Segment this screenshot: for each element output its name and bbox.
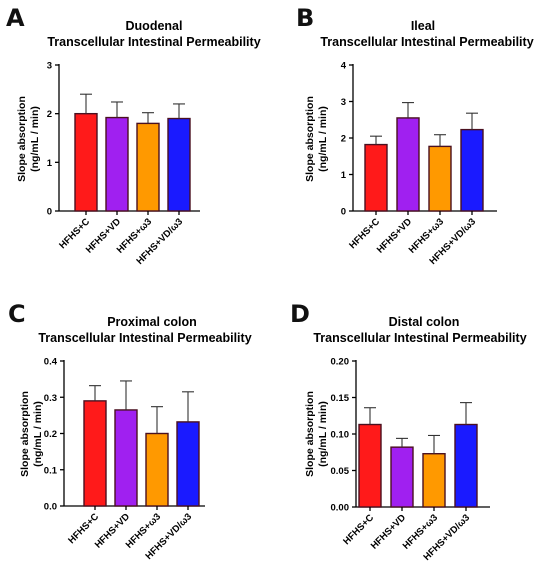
y-tick-label: 0.1 <box>44 465 58 476</box>
panel-letter-d: D <box>290 300 310 328</box>
panel-letter-a: A <box>6 4 25 32</box>
y-tick-label: 0.10 <box>331 430 350 441</box>
y-tick-label: 2 <box>47 109 52 120</box>
y-tick-label: 0.00 <box>331 503 350 514</box>
panel-b-y-axis-label: Slope absorption(ng/mL / min) <box>304 96 329 182</box>
panel-d-title-line-2: Transcellular Intestinal Permeability <box>313 331 526 345</box>
y-tick-label: 0.3 <box>44 393 57 404</box>
y-tick-label: 1 <box>47 158 53 169</box>
y-axis-label-line: (ng/mL / min) <box>317 401 329 467</box>
bar <box>114 409 138 507</box>
panel-b-title-line-2: Transcellular Intestinal Permeability <box>320 35 533 49</box>
bar <box>105 116 129 212</box>
y-tick-label: 2 <box>341 134 346 145</box>
y-axis-label-line: (ng/mL / min) <box>29 106 41 172</box>
bar <box>396 117 420 212</box>
panel-letter-c: C <box>8 300 26 328</box>
bar <box>390 446 414 508</box>
panel-a: A Duodenal Transcellular Intestinal Perm… <box>6 4 261 267</box>
bar <box>74 112 98 212</box>
y-tick-label: 0.15 <box>331 393 350 404</box>
y-tick-label: 3 <box>341 97 346 108</box>
bar <box>428 145 452 212</box>
bar <box>136 122 160 212</box>
y-axis-label-line: Slope absorption <box>304 391 316 477</box>
bar <box>167 117 191 212</box>
panel-b-title-line-1: Ileal <box>411 19 435 33</box>
bar <box>454 423 478 508</box>
panel-c: C Proximal colon Transcellular Intestina… <box>8 300 252 562</box>
panel-d: D Distal colon Transcellular Intestinal … <box>290 300 527 563</box>
panel-d-title-line-1: Distal colon <box>389 315 460 329</box>
y-tick-label: 0.05 <box>331 466 350 477</box>
y-axis-label-line: Slope absorption <box>19 391 31 477</box>
panel-c-y-axis-label: Slope absorption(ng/mL / min) <box>19 391 44 477</box>
y-tick-label: 0 <box>47 207 52 218</box>
y-tick-label: 0.20 <box>331 357 350 368</box>
y-axis-label-line: (ng/mL / min) <box>32 401 44 467</box>
y-axis-label-line: Slope absorption <box>304 96 316 182</box>
y-tick-label: 0 <box>341 207 346 218</box>
y-tick-label: 4 <box>341 61 347 72</box>
y-tick-label: 0.2 <box>44 429 57 440</box>
panel-a-title-line-1: Duodenal <box>126 19 183 33</box>
y-axis-label-line: (ng/mL / min) <box>317 106 329 172</box>
panel-a-y-axis-label: Slope absorption(ng/mL / min) <box>16 96 41 182</box>
bar <box>176 421 200 507</box>
y-tick-label: 1 <box>341 170 347 181</box>
panel-letter-b: B <box>296 4 314 32</box>
bar <box>422 453 446 508</box>
y-tick-label: 3 <box>47 61 52 72</box>
bar <box>358 423 382 508</box>
y-tick-label: 0.0 <box>44 502 57 513</box>
panel-c-title-line-1: Proximal colon <box>107 315 197 329</box>
panel-d-y-axis-label: Slope absorption(ng/mL / min) <box>304 391 329 477</box>
panel-c-title-line-2: Transcellular Intestinal Permeability <box>38 331 251 345</box>
y-tick-label: 0.4 <box>44 357 58 368</box>
panel-b: B Ileal Transcellular Intestinal Permeab… <box>296 4 534 267</box>
bar <box>83 400 107 507</box>
bar <box>145 432 169 507</box>
panel-a-title-line-2: Transcellular Intestinal Permeability <box>47 35 260 49</box>
bar <box>364 143 388 212</box>
bar <box>460 128 484 212</box>
y-axis-label-line: Slope absorption <box>16 96 28 182</box>
